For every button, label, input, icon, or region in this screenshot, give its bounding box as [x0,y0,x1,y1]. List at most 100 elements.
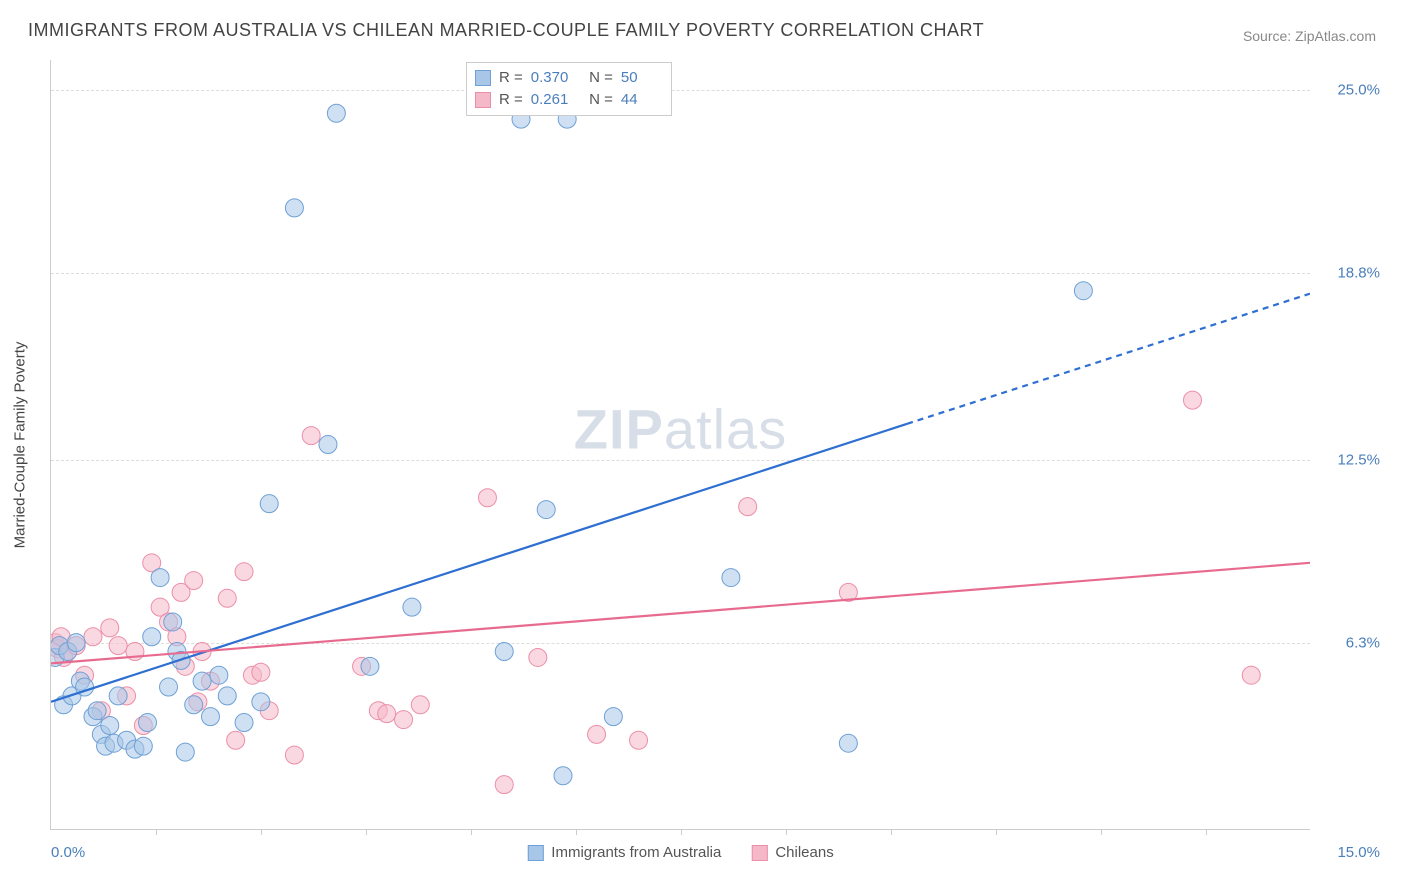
data-point [88,702,106,720]
data-point [1184,391,1202,409]
data-point [63,687,81,705]
data-point [143,554,161,572]
source-link[interactable]: ZipAtlas.com [1295,28,1376,44]
data-point [59,643,77,661]
y-tick-label: 12.5% [1320,451,1380,468]
x-tick [681,829,682,835]
legend-n-value: 44 [621,89,663,111]
data-point [55,648,73,666]
trend-line [51,563,1310,664]
data-point [193,672,211,690]
x-tick [891,829,892,835]
data-point [252,663,270,681]
data-point [478,489,496,507]
data-point [101,716,119,734]
data-point [105,734,123,752]
data-point [319,436,337,454]
data-point [84,708,102,726]
bottom-legend-item: Chileans [751,844,833,861]
legend-box: R =0.370 N =50R =0.261 N =44 [466,62,672,116]
data-point [134,716,152,734]
data-point [118,687,136,705]
data-point [285,199,303,217]
data-point [59,643,77,661]
x-tick [156,829,157,835]
data-point [395,711,413,729]
data-point [369,702,387,720]
y-tick-label: 6.3% [1320,635,1380,652]
data-point [839,734,857,752]
data-point [361,657,379,675]
data-point [151,598,169,616]
data-point [160,613,178,631]
data-point [55,696,73,714]
data-point [168,643,186,661]
watermark: ZIPatlas [574,397,787,462]
data-point [529,648,547,666]
gridline [51,643,1310,644]
data-point [218,589,236,607]
gridline [51,273,1310,274]
source-prefix: Source: [1243,28,1295,44]
data-point [604,708,622,726]
data-point [201,672,219,690]
data-point [126,643,144,661]
trend-line [51,424,907,702]
data-point [134,737,152,755]
legend-r-value: 0.370 [531,67,573,89]
data-point [185,696,203,714]
y-axis-title: Married-Couple Family Poverty [12,342,29,549]
data-point [176,657,194,675]
legend-r-label: R = [499,89,523,111]
data-point [588,725,606,743]
data-point [218,687,236,705]
legend-n-label: N = [581,89,613,111]
data-point [51,637,68,655]
legend-row: R =0.261 N =44 [475,89,663,111]
data-point [353,657,371,675]
data-point [51,640,67,658]
data-point [164,613,182,631]
x-tick [1206,829,1207,835]
data-point [235,563,253,581]
data-point [51,648,64,666]
data-point [139,714,157,732]
data-point [327,104,345,122]
data-point [554,767,572,785]
data-point [97,737,115,755]
data-point [201,708,219,726]
x-tick [576,829,577,835]
data-point [151,569,169,587]
data-point [739,498,757,516]
data-point [193,643,211,661]
legend-series-label: Immigrants from Australia [551,844,721,861]
x-tick [996,829,997,835]
source-attribution: Source: ZipAtlas.com [1243,28,1376,44]
legend-swatch [475,70,491,86]
data-point [185,572,203,590]
legend-swatch [527,845,543,861]
y-tick-label: 18.8% [1320,265,1380,282]
data-point [411,696,429,714]
data-point [76,666,94,684]
gridline [51,460,1310,461]
data-point [235,714,253,732]
data-point [403,598,421,616]
legend-series-label: Chileans [775,844,833,861]
data-point [67,637,85,655]
bottom-legend-item: Immigrants from Australia [527,844,721,861]
legend-swatch [751,845,767,861]
data-point [630,731,648,749]
data-point [101,619,119,637]
data-point [252,693,270,711]
data-point [378,705,396,723]
gridline [51,90,1310,91]
data-point [537,501,555,519]
chart-title: IMMIGRANTS FROM AUSTRALIA VS CHILEAN MAR… [28,20,984,41]
data-point [260,495,278,513]
data-point [126,740,144,758]
x-axis-min-label: 0.0% [51,844,85,861]
data-point [1242,666,1260,684]
data-point [172,651,190,669]
data-point [160,678,178,696]
